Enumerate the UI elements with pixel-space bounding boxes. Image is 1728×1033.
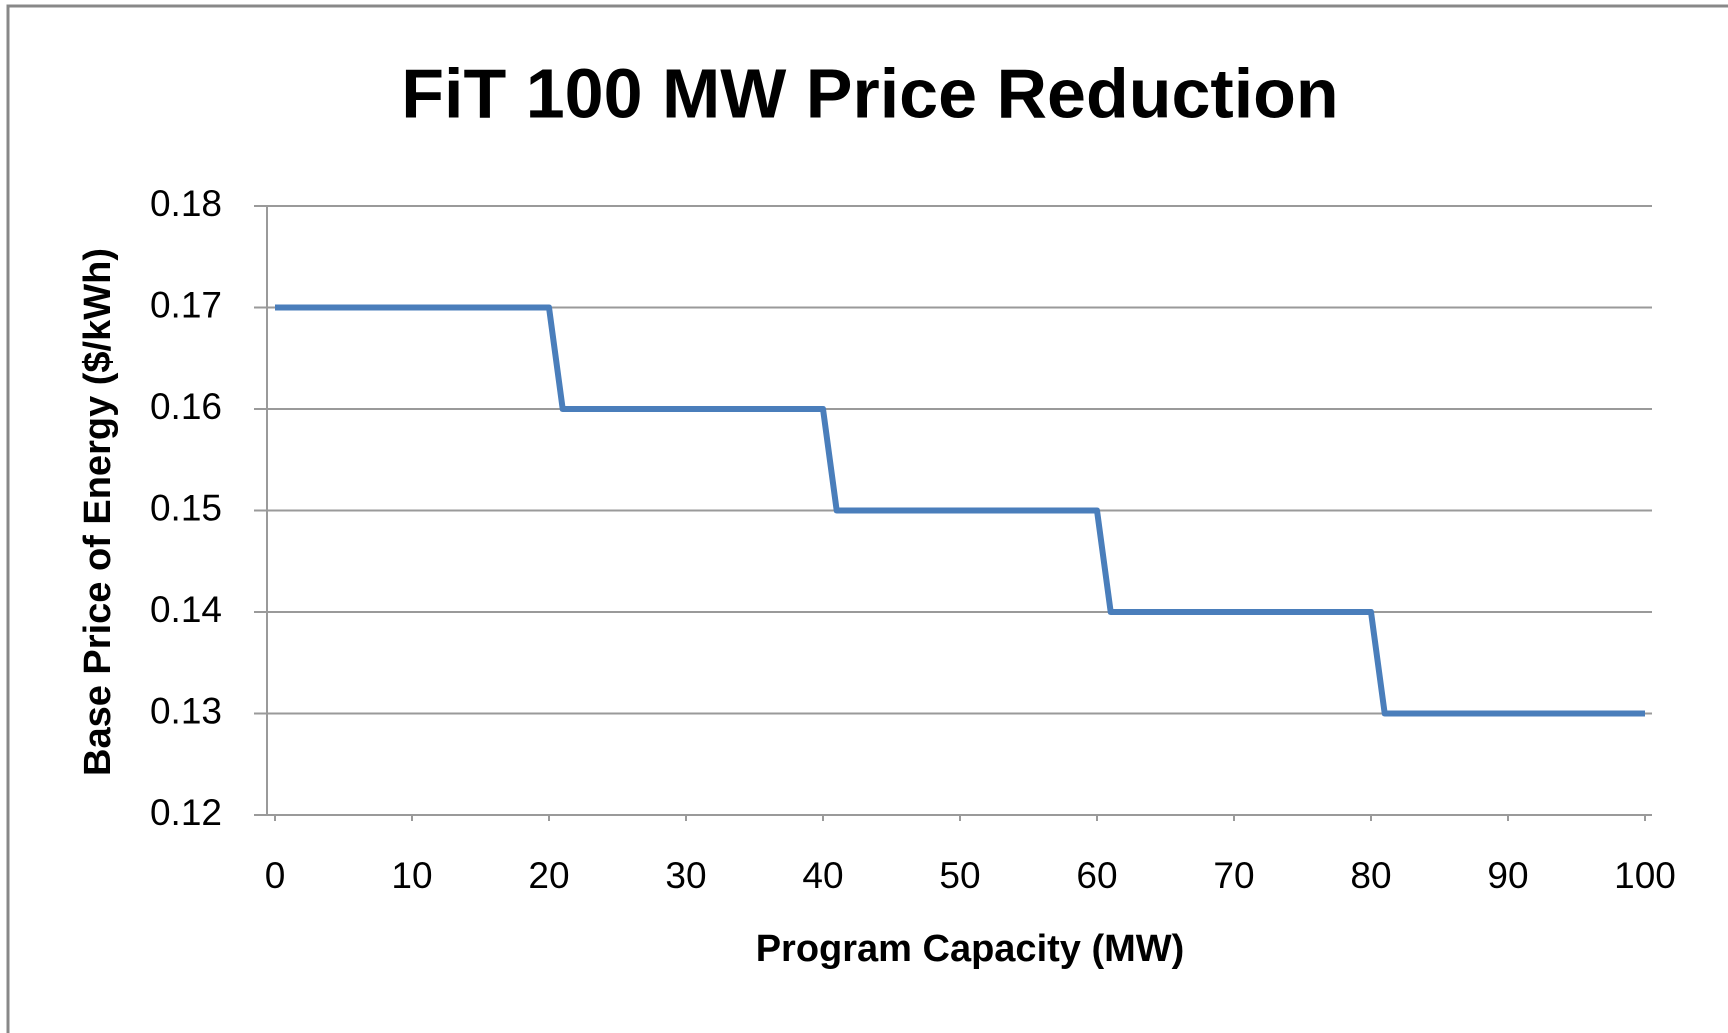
chart-title: FiT 100 MW Price Reduction <box>401 54 1338 132</box>
x-tick-label: 80 <box>1350 855 1391 896</box>
x-tick-label: 90 <box>1487 855 1528 896</box>
y-tick-label: 0.17 <box>150 284 222 325</box>
y-axis-label: Base Price of Energy ($/kWh) <box>77 248 119 776</box>
y-tick-label: 0.14 <box>150 589 222 630</box>
x-tick-label: 50 <box>939 855 980 896</box>
chart-border <box>6 4 1728 1033</box>
x-tick-label: 70 <box>1213 855 1254 896</box>
y-tick-label: 0.18 <box>150 183 222 224</box>
y-tick-label: 0.15 <box>150 487 222 528</box>
x-tick-label: 40 <box>802 855 843 896</box>
y-tick-label: 0.16 <box>150 386 222 427</box>
x-tick-label: 10 <box>391 855 432 896</box>
x-tick-label: 20 <box>528 855 569 896</box>
x-tick-label: 100 <box>1614 855 1676 896</box>
y-tick-label: 0.13 <box>150 690 222 731</box>
y-tick-label: 0.12 <box>150 792 222 833</box>
data-line <box>275 304 1645 717</box>
x-tick-label: 0 <box>265 855 286 896</box>
x-tick-label: 60 <box>1076 855 1117 896</box>
x-tick-label: 30 <box>665 855 706 896</box>
x-axis-label: Program Capacity (MW) <box>756 928 1185 970</box>
